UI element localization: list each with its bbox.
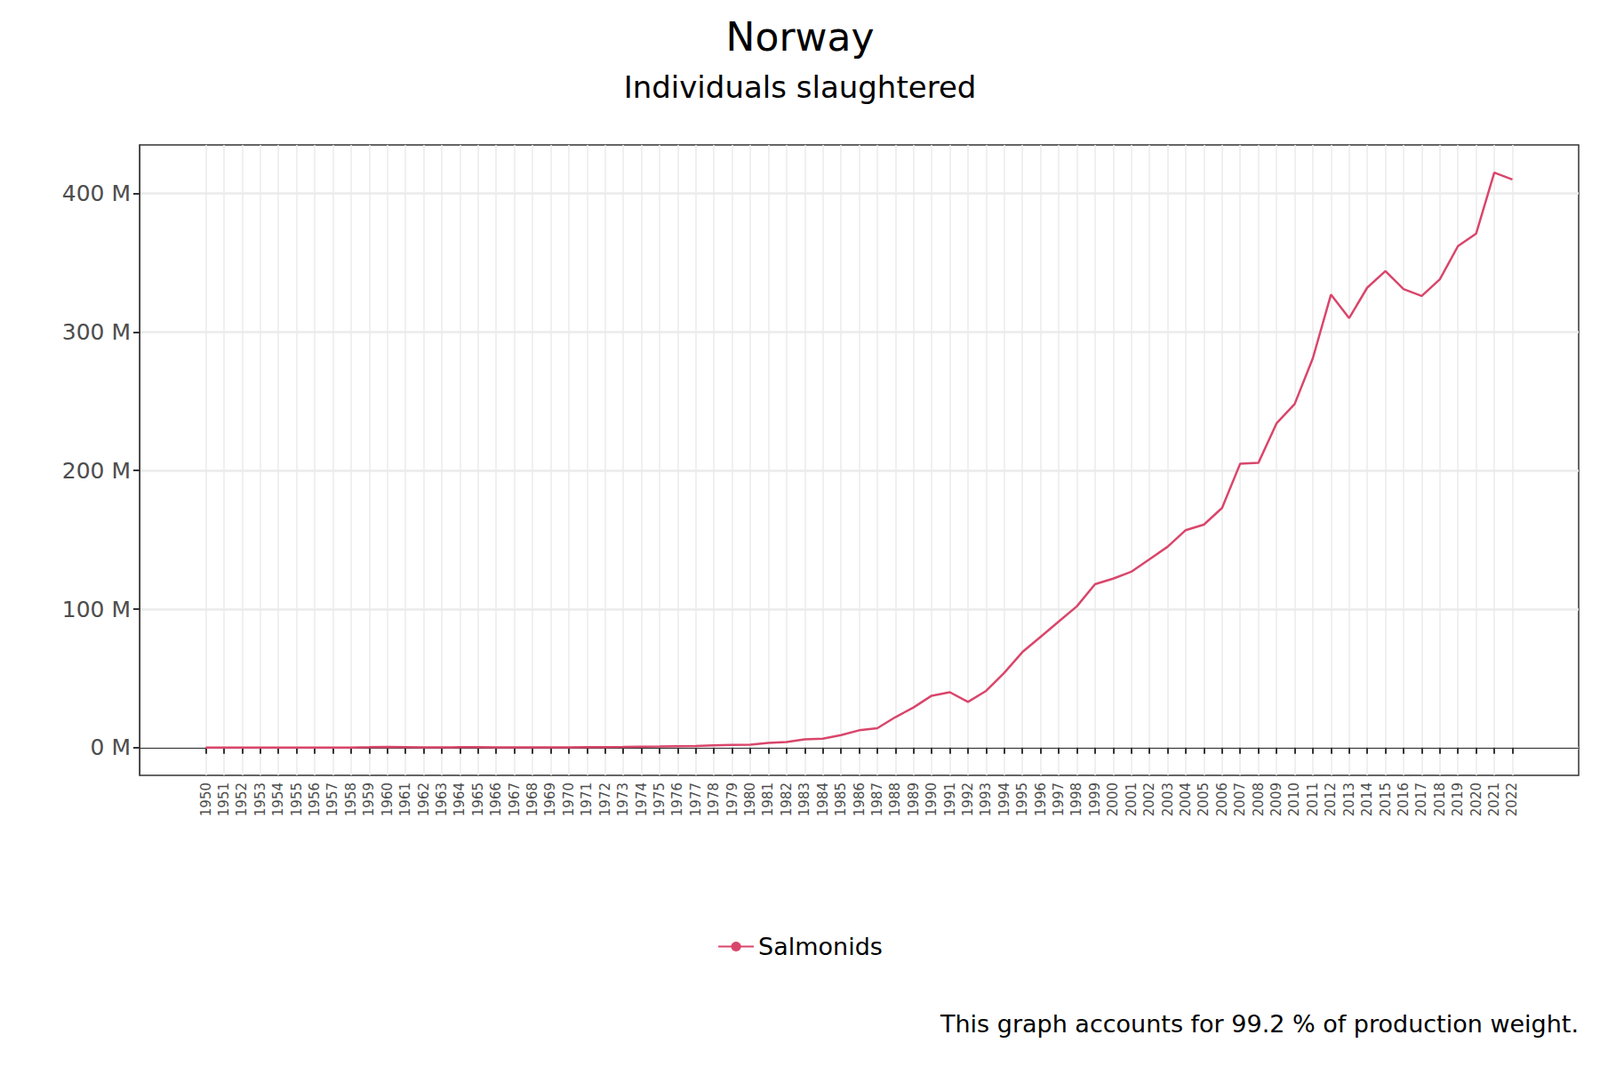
svg-text:1974: 1974 [633,782,650,816]
svg-text:1978: 1978 [705,782,722,816]
svg-text:2004: 2004 [1177,782,1194,816]
svg-text:1971: 1971 [578,782,595,816]
svg-text:1973: 1973 [615,782,632,816]
svg-text:2021: 2021 [1486,782,1503,816]
svg-text:1965: 1965 [470,782,487,816]
svg-text:1952: 1952 [233,782,250,816]
svg-text:400 M: 400 M [62,180,131,207]
svg-text:1958: 1958 [343,782,360,816]
svg-text:1997: 1997 [1050,782,1067,816]
svg-text:1980: 1980 [742,782,759,816]
svg-text:1969: 1969 [542,782,559,816]
svg-text:1955: 1955 [288,782,305,816]
svg-text:1999: 1999 [1087,782,1104,816]
svg-text:1976: 1976 [669,782,686,816]
svg-text:1956: 1956 [306,782,323,816]
svg-text:1994: 1994 [996,782,1013,816]
svg-text:1977: 1977 [688,782,704,816]
svg-text:2013: 2013 [1341,782,1358,816]
svg-text:2022: 2022 [1504,782,1520,816]
svg-text:2012: 2012 [1322,782,1339,816]
svg-text:Salmonids: Salmonids [758,932,883,960]
svg-text:2006: 2006 [1214,782,1231,816]
svg-text:2002: 2002 [1141,782,1158,816]
svg-text:0 M: 0 M [90,734,131,760]
svg-text:1972: 1972 [597,782,614,816]
svg-text:2016: 2016 [1395,782,1412,816]
svg-text:100 M: 100 M [62,596,131,623]
svg-text:2009: 2009 [1268,782,1285,816]
svg-text:1968: 1968 [524,782,541,816]
svg-text:1992: 1992 [960,782,976,816]
svg-text:1993: 1993 [977,782,994,816]
svg-text:2003: 2003 [1160,782,1176,816]
svg-text:2011: 2011 [1304,782,1321,816]
svg-text:1986: 1986 [851,782,868,816]
svg-text:1959: 1959 [360,782,377,816]
svg-text:2000: 2000 [1104,782,1121,816]
svg-text:2017: 2017 [1413,782,1430,816]
svg-text:2010: 2010 [1286,782,1303,816]
svg-text:1964: 1964 [451,782,468,816]
svg-text:1963: 1963 [433,782,450,816]
svg-text:2005: 2005 [1195,782,1212,816]
svg-text:1982: 1982 [778,782,795,816]
svg-text:1975: 1975 [651,782,668,816]
svg-text:1988: 1988 [887,782,904,816]
svg-text:1967: 1967 [506,782,523,816]
svg-text:200 M: 200 M [62,457,131,484]
svg-text:1989: 1989 [905,782,922,816]
svg-text:2007: 2007 [1232,782,1248,816]
svg-text:2018: 2018 [1432,782,1448,816]
svg-text:1983: 1983 [796,782,813,816]
svg-text:1979: 1979 [724,782,741,816]
svg-text:1954: 1954 [270,782,287,816]
svg-text:1995: 1995 [1014,782,1031,816]
svg-text:1962: 1962 [416,782,432,816]
svg-text:1987: 1987 [869,782,886,816]
svg-text:1966: 1966 [488,782,504,816]
svg-text:1998: 1998 [1068,782,1085,816]
svg-text:2014: 2014 [1359,782,1376,816]
svg-text:2020: 2020 [1468,782,1485,816]
svg-text:1950: 1950 [198,782,215,816]
svg-text:1991: 1991 [942,782,959,816]
svg-text:This graph accounts for 99.2 %: This graph accounts for 99.2 % of produc… [939,1009,1579,1038]
svg-text:1981: 1981 [760,782,776,816]
svg-text:1953: 1953 [252,782,269,816]
svg-text:1984: 1984 [815,782,832,816]
svg-text:1990: 1990 [923,782,940,816]
svg-text:1960: 1960 [379,782,396,816]
svg-text:1961: 1961 [397,782,414,816]
svg-text:Norway: Norway [726,14,875,60]
svg-text:1951: 1951 [216,782,232,816]
svg-text:2019: 2019 [1449,782,1466,816]
svg-text:300 M: 300 M [62,319,131,345]
svg-text:1970: 1970 [560,782,577,816]
svg-text:1985: 1985 [832,782,849,816]
svg-text:2008: 2008 [1250,782,1267,816]
svg-text:2015: 2015 [1377,782,1394,816]
svg-text:1957: 1957 [324,782,341,816]
svg-text:1996: 1996 [1032,782,1049,816]
svg-text:Individuals slaughtered: Individuals slaughtered [624,69,977,105]
svg-text:2001: 2001 [1123,782,1140,816]
